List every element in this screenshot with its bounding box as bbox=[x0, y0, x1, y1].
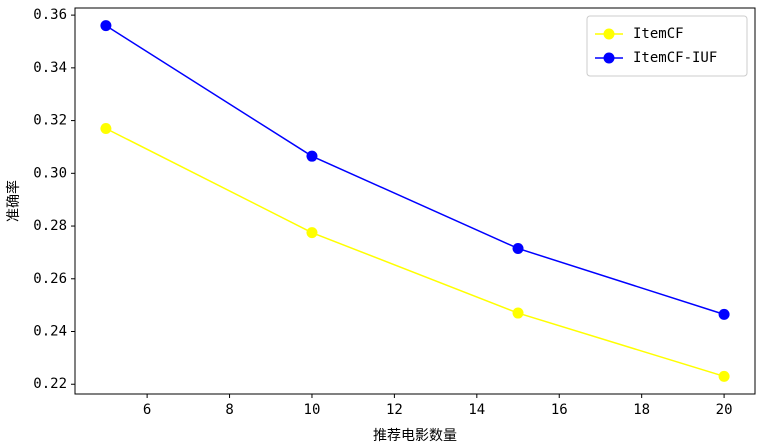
legend-label: ItemCF-IUF bbox=[633, 50, 717, 66]
x-tick-label: 10 bbox=[304, 402, 321, 418]
y-tick-label: 0.34 bbox=[33, 60, 67, 76]
point bbox=[306, 227, 318, 239]
point bbox=[512, 242, 524, 254]
point bbox=[718, 370, 730, 382]
x-tick-label: 20 bbox=[716, 402, 733, 418]
point bbox=[718, 308, 730, 320]
x-tick-label: 8 bbox=[225, 402, 233, 418]
x-tick-label: 16 bbox=[551, 402, 568, 418]
x-tick-label: 12 bbox=[386, 402, 403, 418]
y-tick-label: 0.32 bbox=[33, 113, 67, 129]
y-tick-label: 0.28 bbox=[33, 218, 67, 234]
y-tick-label: 0.26 bbox=[33, 271, 67, 287]
legend-label: ItemCF bbox=[633, 26, 684, 42]
legend-box bbox=[586, 15, 748, 77]
x-tick-label: 14 bbox=[468, 402, 485, 418]
line bbox=[105, 25, 725, 316]
line bbox=[105, 127, 725, 378]
x-axis-label: 推荐电影数量 bbox=[373, 428, 457, 444]
point bbox=[100, 20, 112, 32]
point bbox=[512, 307, 524, 319]
y-tick-label: 0.36 bbox=[33, 7, 67, 23]
legend-marker bbox=[603, 28, 615, 40]
point bbox=[100, 122, 112, 134]
y-tick-label: 0.30 bbox=[33, 165, 67, 181]
y-tick-label: 0.22 bbox=[33, 376, 67, 392]
y-tick-label: 0.24 bbox=[33, 324, 67, 340]
plot-frame bbox=[74, 7, 756, 395]
x-tick-label: 6 bbox=[143, 402, 151, 418]
point bbox=[306, 150, 318, 162]
legend-marker bbox=[603, 52, 615, 64]
y-axis-label: 准确率 bbox=[5, 180, 22, 222]
x-tick-label: 18 bbox=[633, 402, 650, 418]
